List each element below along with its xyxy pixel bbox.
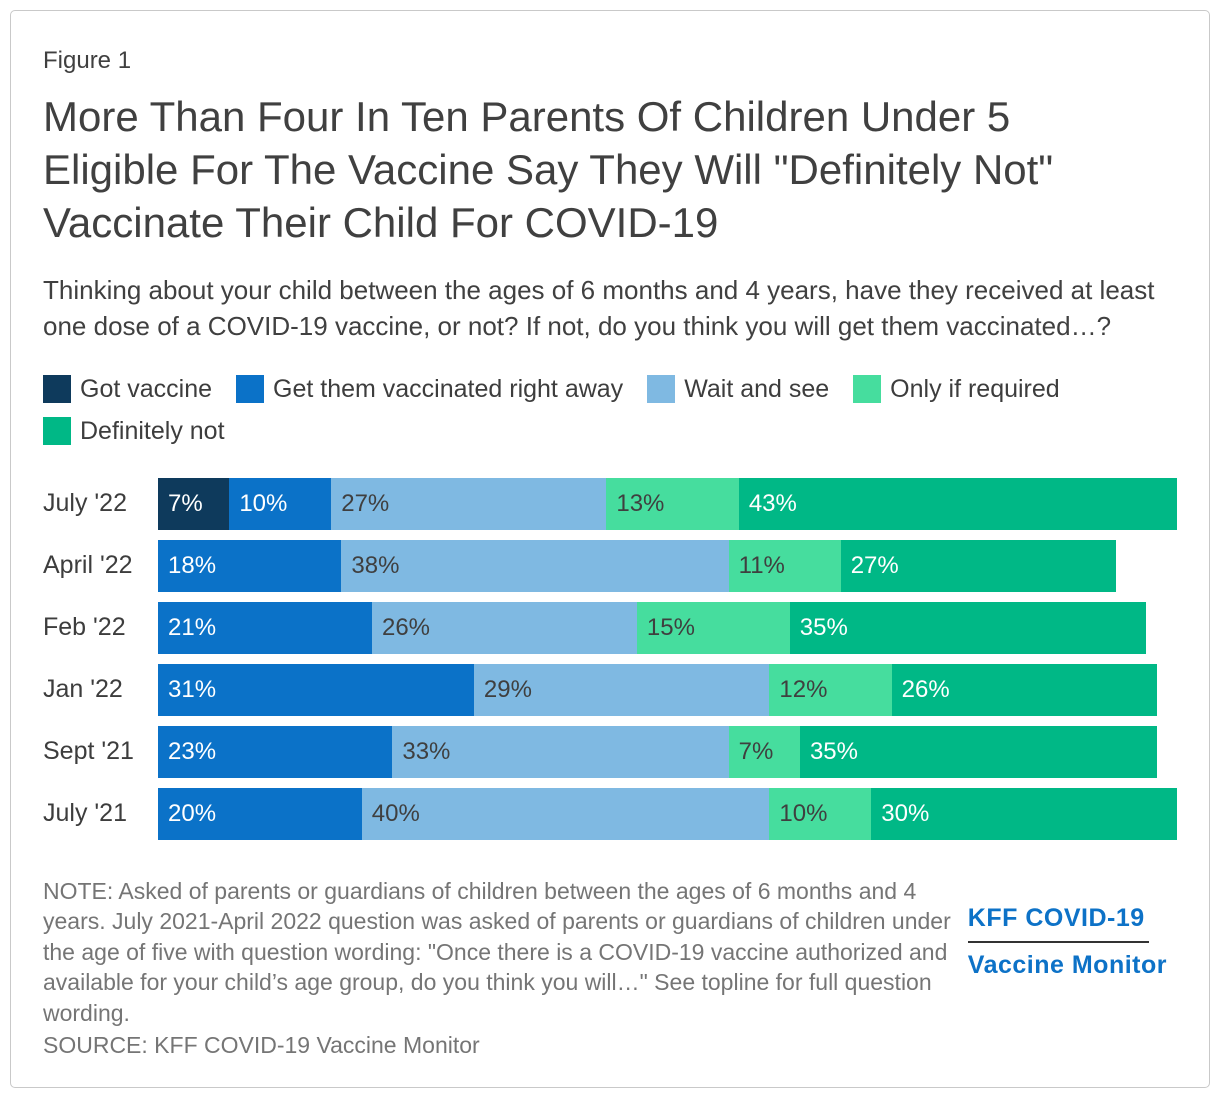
legend-label: Got vaccine (80, 374, 213, 403)
legend-label: Definitely not (80, 416, 225, 445)
kff-logo-line2: Vaccine Monitor (967, 950, 1167, 979)
legend-item: Wait and see (647, 375, 829, 404)
bar-segment: 40% (361, 787, 770, 840)
legend-item: Get them vaccinated right away (236, 375, 623, 404)
kff-logo-line1: KFF COVID-19 (967, 904, 1149, 943)
bar-segment: 35% (799, 725, 1157, 778)
bar-segment: 10% (769, 787, 872, 840)
bar-row: July '22 7% 10% 27% 13% 43% (43, 477, 1177, 530)
row-label: Feb '22 (43, 613, 126, 641)
bar-segment: 11% (728, 539, 841, 592)
row-label: Sept '21 (43, 737, 134, 765)
segment-value: 23% (168, 737, 217, 765)
row-label: April '22 (43, 551, 133, 579)
bar-segment: 10% (229, 477, 332, 530)
bar-segment: 31% (158, 663, 474, 716)
segment-value: 35% (809, 737, 858, 765)
segment-value: 26% (381, 613, 431, 641)
source-text: SOURCE: KFF COVID-19 Vaccine Monitor (43, 1032, 480, 1059)
chart-legend: Got vaccine Get them vaccinated right awa… (43, 375, 1177, 446)
segment-value: 7% (168, 489, 203, 517)
bar-segment: 29% (473, 663, 770, 716)
legend-label: Only if required (890, 374, 1060, 403)
segment-value: 12% (779, 675, 828, 703)
bar-segment: 15% (636, 601, 790, 654)
bar-segment: 43% (738, 477, 1177, 530)
segment-value: 13% (616, 489, 665, 517)
segment-value: 31% (168, 675, 217, 703)
bar-row: July '21 20% 40% 10% 30% (43, 787, 1177, 840)
segment-value: 29% (483, 675, 532, 703)
stacked-bar-chart: July '22 7% 10% 27% 13% 43% April '22 18% 38% 11%… (43, 477, 1177, 840)
segment-value: 30% (881, 799, 930, 827)
figure-card: Figure 1 More Than Four In Ten Parents O… (10, 10, 1210, 1088)
legend-item: Definitely not (43, 417, 225, 446)
bar-segment: 12% (769, 663, 892, 716)
bar-track: 20% 40% 10% 30% (158, 787, 1177, 840)
kff-vaccine-monitor-logo: KFF COVID-19 Vaccine Monitor (967, 904, 1167, 980)
segment-value: 11% (738, 551, 785, 579)
segment-value: 7% (738, 737, 774, 765)
segment-value: 35% (799, 613, 848, 641)
segment-value: 27% (850, 551, 899, 579)
legend-swatch (647, 375, 676, 403)
bar-segment: 7% (728, 725, 800, 778)
segment-value: 27% (341, 489, 390, 517)
segment-value: 40% (371, 799, 420, 827)
bar-segment: 7% (158, 477, 230, 530)
bar-segment: 23% (158, 725, 393, 778)
bar-segment: 35% (789, 601, 1147, 654)
segment-value: 38% (351, 551, 400, 579)
segment-value: 26% (901, 675, 950, 703)
legend-swatch (43, 375, 71, 403)
legend-swatch (853, 375, 882, 403)
bar-track: 7% 10% 27% 13% 43% (158, 477, 1177, 530)
legend-label: Wait and see (684, 374, 830, 403)
segment-value: 43% (748, 489, 797, 517)
bar-segment: 27% (331, 477, 607, 530)
bar-segment: 38% (341, 539, 729, 592)
chart-footer: NOTE: Asked of parents or guardians of c… (43, 876, 1177, 1061)
bar-segment: 13% (606, 477, 739, 530)
segment-value: 10% (239, 489, 288, 517)
bar-segment: 27% (840, 539, 1116, 592)
bar-row: Sept '21 23% 33% 7% 35% (43, 725, 1177, 778)
legend-swatch (236, 375, 265, 403)
note-text: NOTE: Asked of parents or guardians of c… (43, 877, 951, 1026)
bar-segment: 33% (392, 725, 729, 778)
bar-segment: 21% (158, 601, 372, 654)
bar-segment: 20% (158, 787, 362, 840)
chart-subtitle: Thinking about your child between the ag… (43, 274, 1155, 342)
legend-item: Only if required (853, 375, 1060, 404)
legend-item: Got vaccine (43, 375, 212, 404)
row-label: Jan '22 (43, 675, 123, 703)
bar-segment: 18% (158, 539, 342, 592)
segment-value: 10% (779, 799, 828, 827)
legend-label: Get them vaccinated right away (273, 374, 624, 403)
bar-segment: 26% (371, 601, 637, 654)
bar-track: 23% 33% 7% 35% (158, 725, 1177, 778)
bar-segment: 30% (871, 787, 1177, 840)
segment-value: 33% (402, 737, 451, 765)
note-block: NOTE: Asked of parents or guardians of c… (43, 876, 968, 1061)
figure-label: Figure 1 (43, 47, 132, 74)
legend-swatch (43, 417, 71, 445)
bar-track: 18% 38% 11% 27% (158, 539, 1177, 592)
chart-title: More Than Four In Ten Parents Of Childre… (43, 93, 1054, 246)
row-label: July '21 (43, 799, 127, 827)
bar-track: 31% 29% 12% 26% (158, 663, 1177, 716)
segment-value: 20% (168, 799, 217, 827)
segment-value: 15% (646, 613, 695, 641)
bar-segment: 26% (891, 663, 1157, 716)
segment-value: 21% (168, 613, 217, 641)
bar-row: Feb '22 21% 26% 15% 35% (43, 601, 1177, 654)
segment-value: 18% (168, 551, 217, 579)
bar-track: 21% 26% 15% 35% (158, 601, 1177, 654)
bar-row: Jan '22 31% 29% 12% 26% (43, 663, 1177, 716)
bar-row: April '22 18% 38% 11% 27% (43, 539, 1177, 592)
row-label: July '22 (43, 489, 127, 517)
